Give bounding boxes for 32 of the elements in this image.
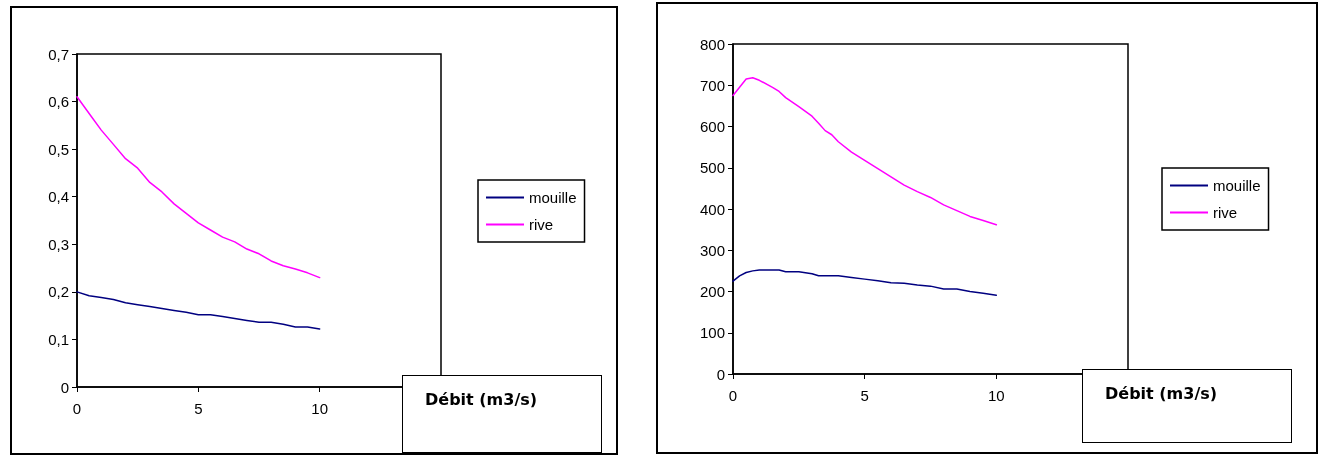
y-tick-label: 0,2 (48, 283, 69, 301)
y-tick-label: 100 (699, 324, 725, 342)
y-tick-label: 300 (699, 241, 725, 259)
x-tick-label: 5 (860, 387, 869, 404)
y-tick-label: 400 (699, 200, 725, 218)
legend-label: mouille (1213, 177, 1261, 194)
y-tick-label: 0,6 (48, 93, 69, 111)
x-tick-label: 0 (728, 387, 738, 404)
x-tick-label: 10 (311, 400, 329, 417)
x-tick-label: 5 (194, 400, 203, 417)
legend-label: rive (1213, 204, 1238, 221)
legend-label: rive (529, 216, 554, 233)
y-tick-label: 0,7 (48, 45, 69, 63)
legend-label: mouille (529, 189, 577, 206)
label-frame: Débit (m3/s) (1082, 369, 1292, 443)
x-tick-label: 0 (72, 400, 82, 417)
label-frame: Débit (m3/s) (402, 375, 602, 453)
y-tick-label: 200 (699, 283, 725, 300)
y-tick-label: 700 (699, 76, 725, 94)
line-series (76, 96, 321, 279)
y-tick-label: 0,3 (48, 235, 69, 253)
line-series (732, 77, 998, 226)
y-tick-label: 500 (699, 159, 725, 177)
line-series (76, 291, 321, 330)
line-series (732, 269, 998, 296)
y-tick-label: 0,4 (48, 188, 69, 206)
y-tick-label: 0,1 (48, 330, 69, 348)
y-tick-label: 0 (716, 365, 725, 383)
y-tick-label: 0,5 (48, 140, 69, 158)
y-tick-label: 800 (699, 35, 725, 53)
y-tick-label: 600 (699, 118, 725, 135)
x-tick-label: 10 (987, 387, 1005, 404)
